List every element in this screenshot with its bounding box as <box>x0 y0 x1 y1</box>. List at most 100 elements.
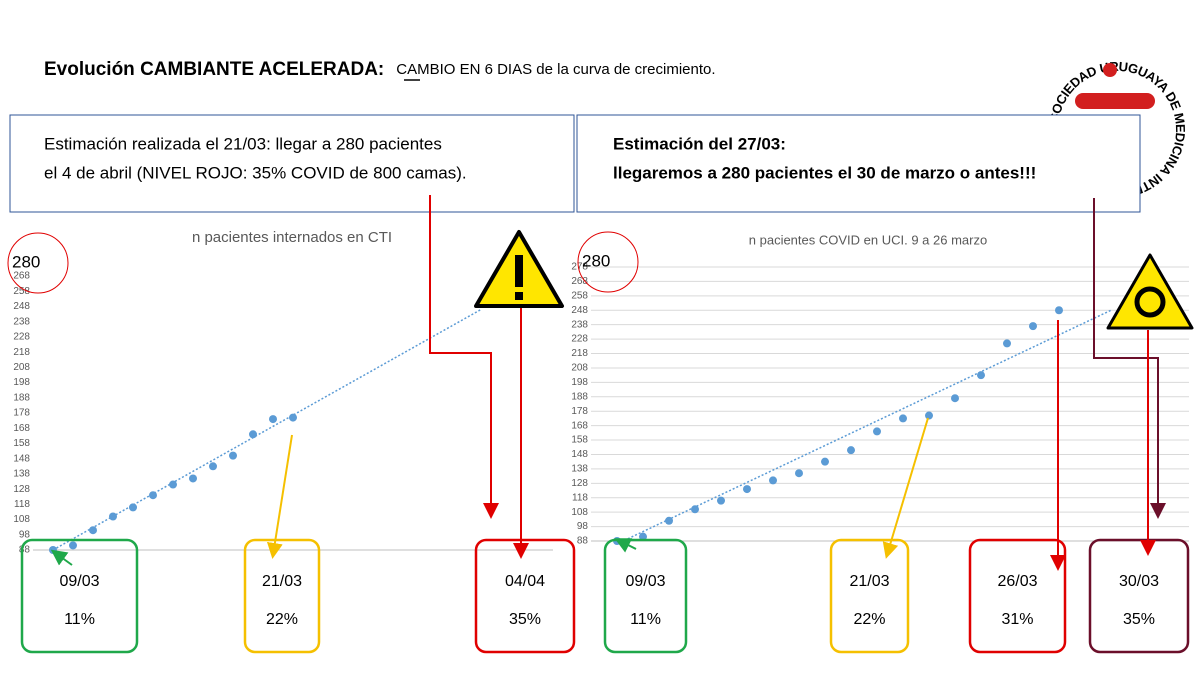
callout-box <box>1088 538 1190 654</box>
callout-box <box>243 538 321 654</box>
chart-title: n pacientes internados en CTI <box>192 229 392 246</box>
point <box>169 480 177 489</box>
y-tick-label: 208 <box>13 362 30 373</box>
y-tick-label: 108 <box>13 514 30 525</box>
point <box>149 491 157 500</box>
point <box>951 394 959 403</box>
point <box>925 411 933 420</box>
note-line: Estimación del 27/03: <box>613 134 786 153</box>
target-circle <box>577 231 639 293</box>
note-box <box>9 114 575 213</box>
callout-pct: 11% <box>630 611 661 628</box>
point <box>873 427 881 436</box>
note-line: Estimación realizada el 21/03: llegar a … <box>44 134 442 153</box>
callout-date: 04/04 <box>505 573 545 590</box>
y-tick-label: 208 <box>571 363 588 374</box>
y-tick-label: 158 <box>571 435 588 446</box>
callout-pct: 11% <box>64 611 95 628</box>
y-tick-label: 88 <box>19 545 31 556</box>
y-tick-label: 248 <box>13 301 30 312</box>
point <box>821 457 829 466</box>
warning-sign <box>474 230 564 308</box>
callout-date: 09/03 <box>625 573 665 590</box>
y-tick-label: 188 <box>571 391 588 402</box>
arrows <box>50 195 1166 571</box>
trend-line <box>52 308 482 551</box>
point <box>899 414 907 423</box>
target-circle <box>7 232 69 294</box>
point <box>69 541 77 550</box>
callout-box <box>603 538 688 654</box>
callout-date: 21/03 <box>262 573 302 590</box>
y-tick-label: 228 <box>13 332 30 343</box>
y-tick-label: 168 <box>13 423 30 434</box>
callout-date: 30/03 <box>1119 573 1159 590</box>
callout-box <box>829 538 910 654</box>
y-tick-label: 168 <box>571 420 588 431</box>
point <box>717 496 725 505</box>
point <box>249 430 257 439</box>
note-box <box>576 114 1141 213</box>
trend-line <box>616 309 1112 545</box>
chart: n pacientes COVID en UCI. 9 a 26 marzo 88… <box>571 231 1190 654</box>
y-tick-label: 98 <box>19 529 31 540</box>
point <box>289 413 297 422</box>
point <box>1003 339 1011 348</box>
y-tick-label: 198 <box>571 377 588 388</box>
y-tick-label: 148 <box>571 449 588 460</box>
y-tick-label: 228 <box>571 334 588 345</box>
y-tick-label: 148 <box>13 453 30 464</box>
callout-date: 21/03 <box>849 573 889 590</box>
point <box>209 462 217 471</box>
y-tick-label: 118 <box>14 499 30 510</box>
y-tick-label: 238 <box>571 319 588 330</box>
point <box>129 503 137 512</box>
y-tick-label: 178 <box>571 406 588 417</box>
y-tick-label: 138 <box>571 464 588 475</box>
callout-pct: 35% <box>1123 611 1155 628</box>
y-tick-label: 108 <box>571 507 588 518</box>
chart-title: n pacientes COVID en UCI. 9 a 26 marzo <box>749 232 987 247</box>
callout-pct: 31% <box>1001 611 1033 628</box>
biohazard-sign <box>1106 253 1194 330</box>
target-label: 280 <box>582 251 610 270</box>
callout-pct: 22% <box>266 611 298 628</box>
callout-pct: 35% <box>509 611 541 628</box>
y-tick-label: 128 <box>571 478 588 489</box>
y-tick-label: 218 <box>13 347 30 358</box>
point <box>977 371 985 380</box>
slide-title: Evolución CAMBIANTE ACELERADA: CAMBIO EN … <box>44 59 716 80</box>
callout-date: 09/03 <box>59 573 99 590</box>
callout-box <box>968 538 1067 654</box>
point <box>109 512 117 521</box>
y-tick-label: 218 <box>571 348 588 359</box>
callout-date: 26/03 <box>997 573 1037 590</box>
logo-head <box>1103 63 1117 77</box>
point <box>269 415 277 424</box>
target-label: 280 <box>12 252 40 271</box>
y-tick-label: 198 <box>13 377 30 388</box>
y-tick-label: 88 <box>577 536 589 547</box>
y-tick-label: 248 <box>571 305 588 316</box>
point <box>639 532 647 541</box>
y-tick-label: 128 <box>13 484 30 495</box>
point <box>1029 322 1037 331</box>
callout-box <box>474 538 576 654</box>
y-tick-label: 138 <box>13 469 30 480</box>
y-tick-label: 238 <box>13 316 30 327</box>
y-tick-label: 278 <box>571 262 588 273</box>
callout-pct: 22% <box>853 611 885 628</box>
note-line: el 4 de abril (NIVEL ROJO: 35% COVID de … <box>44 163 467 182</box>
point <box>743 485 751 494</box>
y-tick-label: 98 <box>577 521 589 532</box>
point <box>847 446 855 455</box>
title-bold: Evolución CAMBIANTE ACELERADA: <box>44 59 384 80</box>
note-line: llegaremos a 280 pacientes el 30 de marz… <box>613 163 1036 182</box>
title-rest: CAMBIO EN 6 DIAS de la curva de crecimie… <box>396 61 715 78</box>
point <box>229 451 237 460</box>
point <box>1055 306 1063 315</box>
y-tick-label: 258 <box>571 290 588 301</box>
point <box>795 469 803 478</box>
point <box>89 526 97 535</box>
